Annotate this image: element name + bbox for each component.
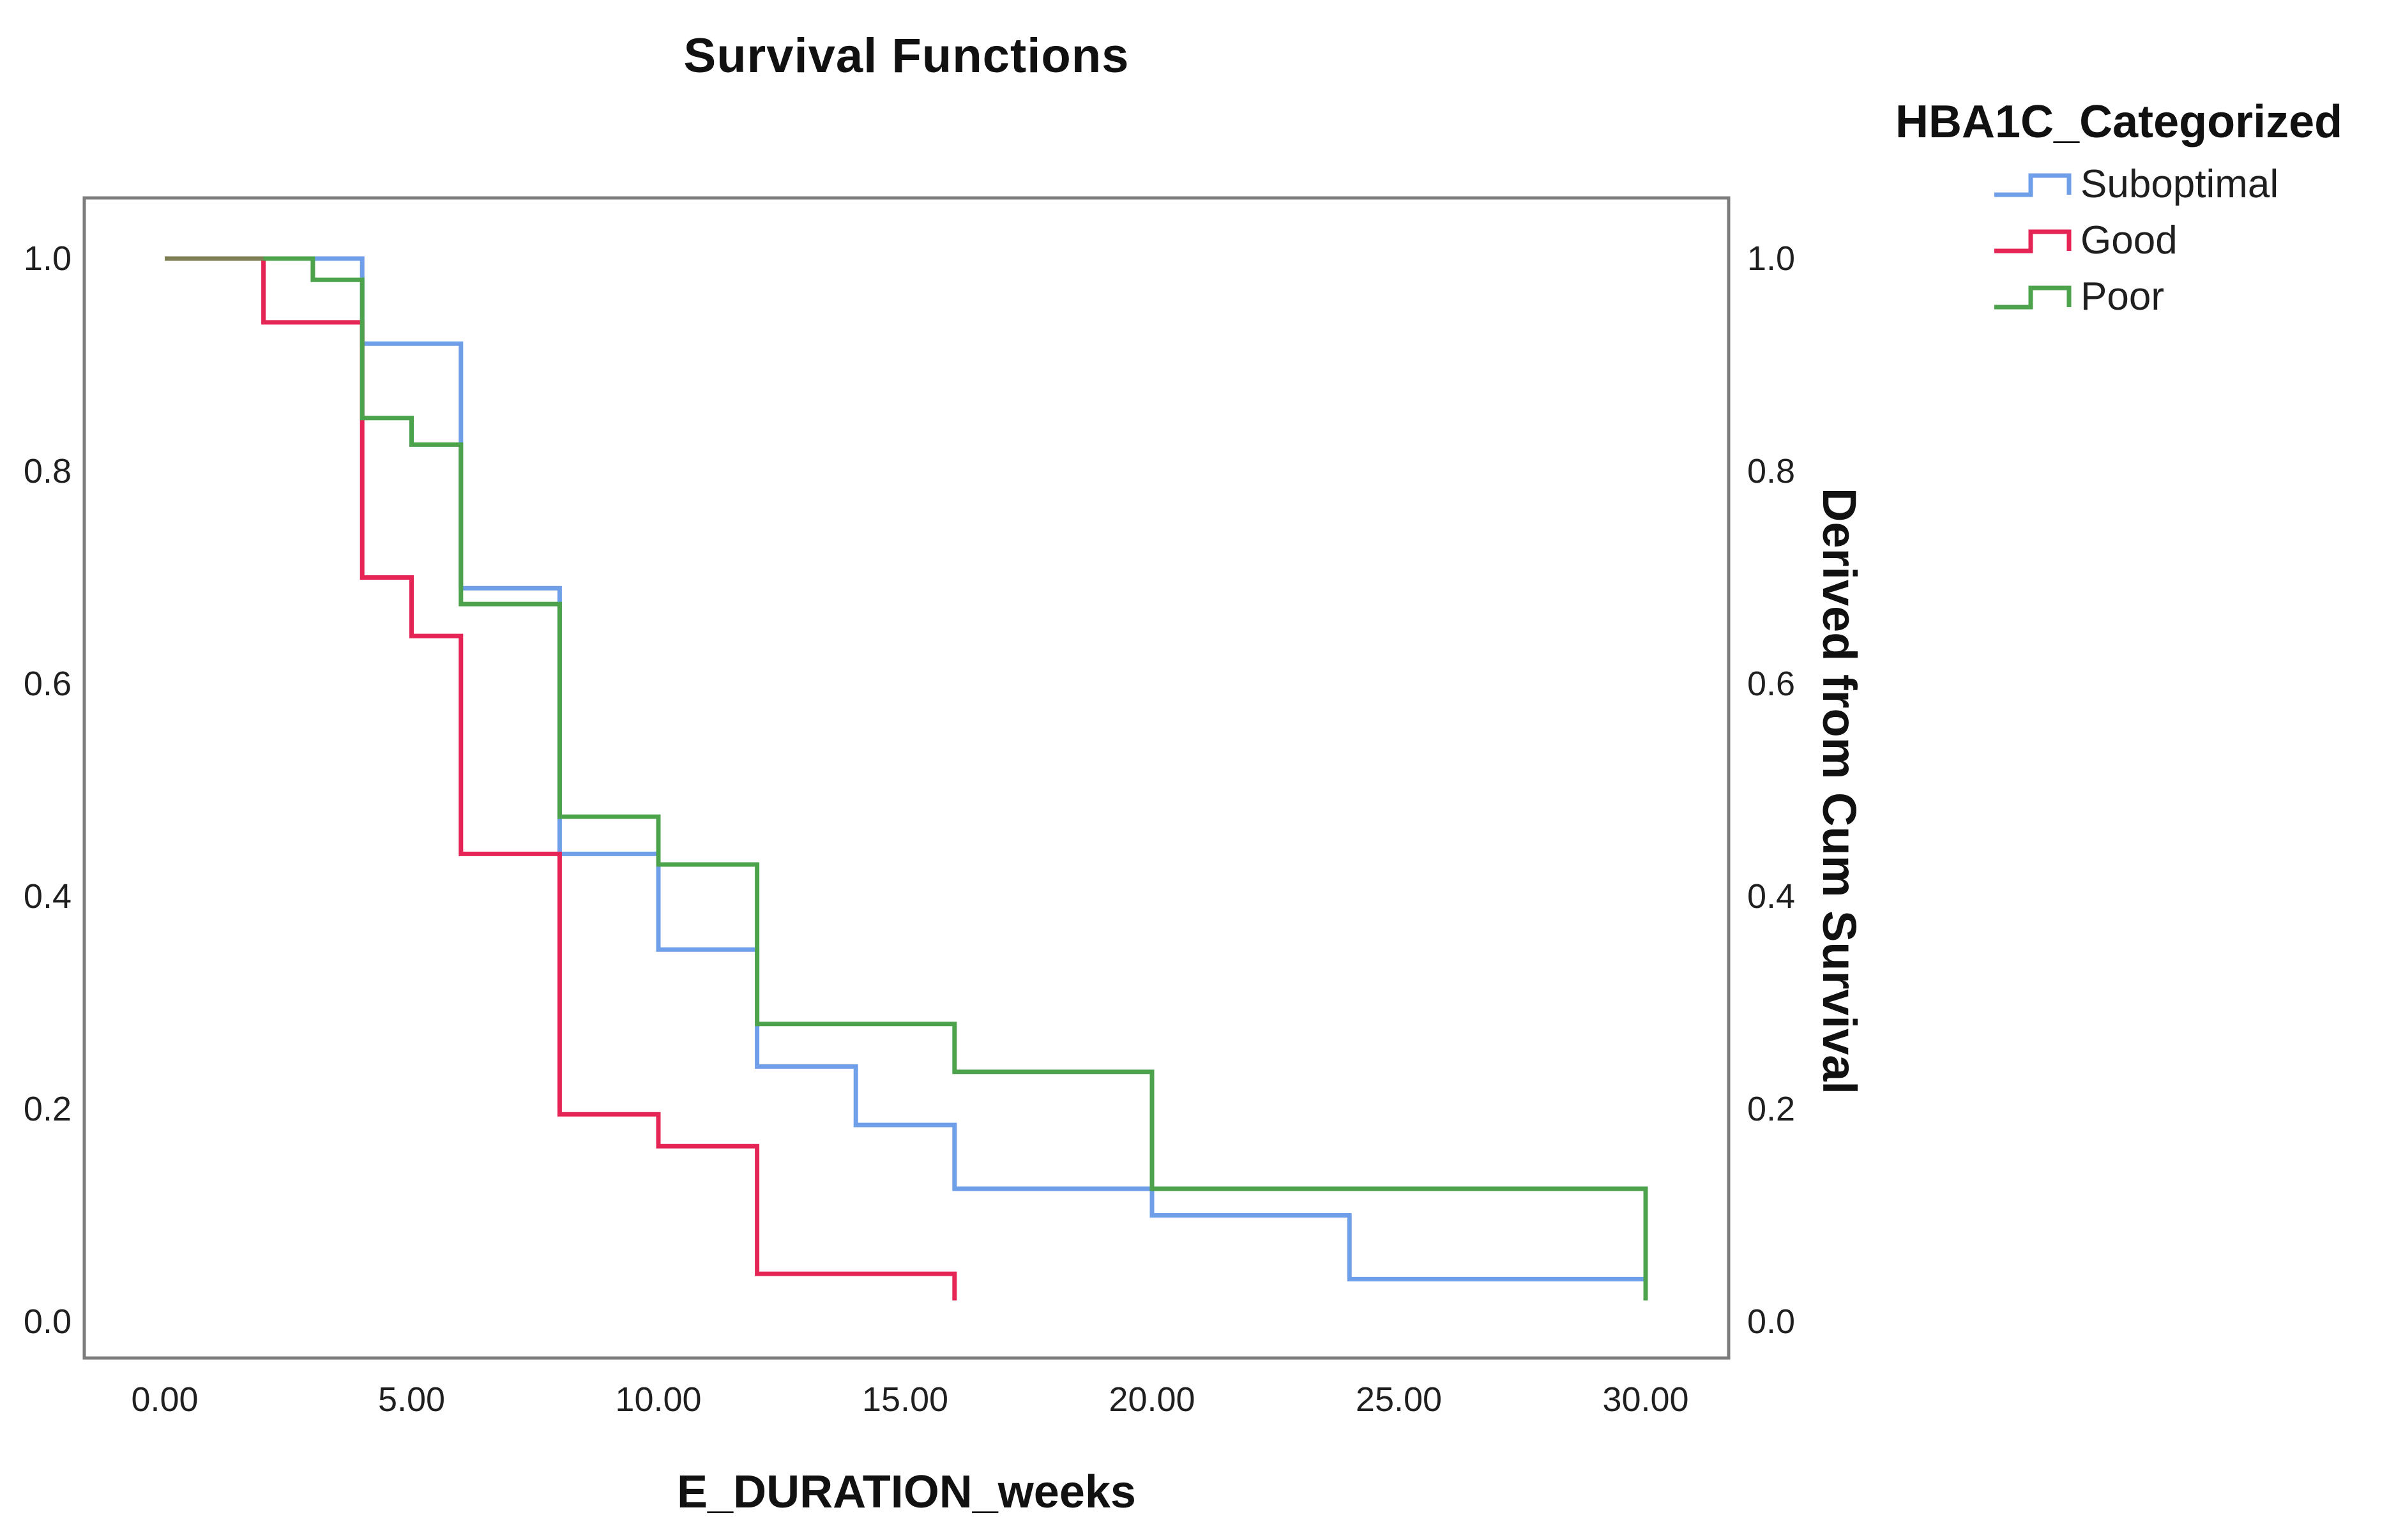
curves-group	[165, 256, 1648, 1301]
chart-title: Survival Functions	[683, 29, 1130, 83]
legend-item-suboptimal: Suboptimal	[1992, 162, 2278, 206]
legend-label: Suboptimal	[2081, 162, 2279, 206]
y-tick-label-left-1.0: 1.0	[23, 239, 72, 278]
x-tick-label-30.00: 30.00	[1602, 1380, 1689, 1419]
y-tick-label-right-0.6: 0.6	[1747, 665, 1796, 703]
y-axis-title: Derived from Cum Survival	[1813, 488, 1866, 1094]
y-tick-label-left-0.4: 0.4	[23, 877, 72, 916]
legend-label: Good	[2081, 218, 2178, 262]
x-axis-title: E_DURATION_weeks	[677, 1467, 1136, 1518]
y-tick-label-right-0.2: 0.2	[1747, 1090, 1796, 1128]
legend-label: Poor	[2081, 274, 2164, 319]
y-tick-label-right-0.0: 0.0	[1747, 1302, 1796, 1341]
y-tick-label-left-0.0: 0.0	[23, 1302, 72, 1341]
x-tick-label-0.00: 0.00	[131, 1380, 199, 1419]
x-tick-label-20.00: 20.00	[1109, 1380, 1195, 1419]
legend-step-icon	[1994, 229, 2072, 253]
curve-good	[165, 256, 957, 1301]
x-tick-label-10.00: 10.00	[615, 1380, 702, 1419]
legend-step-icon	[1994, 285, 2072, 310]
legend: HBA1C_Categorized Suboptimal Good Poor	[1895, 96, 2403, 319]
legend-step-icon	[1994, 173, 2072, 197]
legend-title: HBA1C_Categorized	[1895, 96, 2343, 147]
y-tick-label-left-0.6: 0.6	[23, 665, 72, 703]
curve-poor	[165, 256, 1648, 1301]
y-tick-label-right-1.0: 1.0	[1747, 239, 1796, 278]
y-tick-label-left-0.2: 0.2	[23, 1090, 72, 1128]
y-tick-label-right-0.8: 0.8	[1747, 452, 1796, 490]
x-tick-label-5.00: 5.00	[377, 1380, 446, 1419]
legend-item-good: Good	[1992, 218, 2178, 262]
x-tick-label-25.00: 25.00	[1355, 1380, 1443, 1419]
legend-item-poor: Poor	[1992, 275, 2164, 319]
plot-frame	[82, 196, 1731, 1360]
y-tick-label-right-0.4: 0.4	[1747, 877, 1796, 916]
y-tick-label-left-0.8: 0.8	[23, 452, 72, 490]
x-tick-label-15.00: 15.00	[861, 1380, 949, 1419]
